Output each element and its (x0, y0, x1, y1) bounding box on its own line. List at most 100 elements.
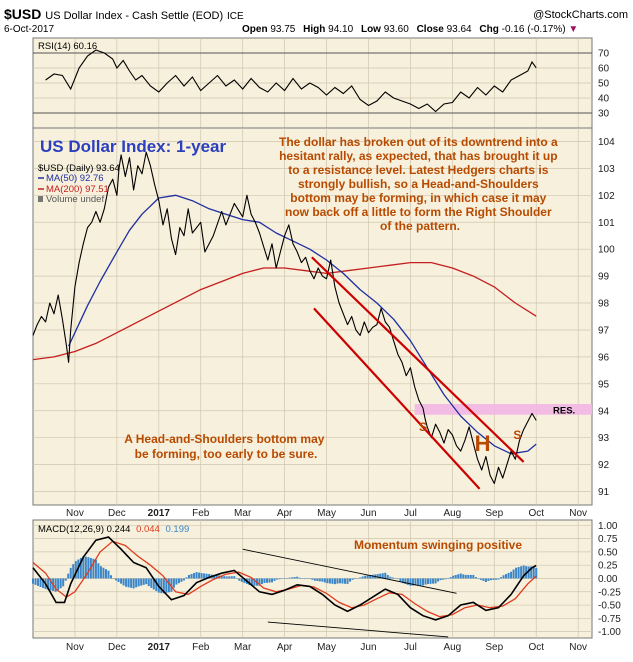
macd-histogram-bar (351, 578, 354, 580)
macd-histogram-bar (452, 575, 455, 579)
macd-histogram-bar (477, 578, 480, 579)
annotation-top: The dollar has broken out of its downtre… (279, 135, 561, 233)
macd-y-tick-label: -0.75 (598, 614, 621, 625)
macd-histogram-bar (152, 578, 155, 590)
macd-histogram-bar (507, 572, 510, 579)
macd-histogram-bar (364, 575, 367, 579)
price-y-tick-label: 97 (598, 325, 610, 336)
macd-histogram-bar (185, 577, 188, 579)
macd-histogram-bar (42, 578, 45, 589)
macd-histogram-bar (411, 578, 414, 586)
macd-histogram-bar (326, 578, 329, 584)
price-x-tick-label: Jul (404, 508, 417, 519)
macd-histogram-bar (182, 578, 185, 581)
macd-histogram-bar (248, 578, 251, 586)
macd-histogram-bar (223, 576, 226, 579)
macd-legend: MACD(12,26,9) 0.244 0.044 0.199 (38, 524, 189, 535)
macd-histogram-bar (62, 578, 65, 587)
macd-histogram-bar (276, 578, 279, 580)
macd-x-ticks: Nov Dec 2017 Feb Mar Apr May Jun Jul Aug Sep Oct Nov (66, 642, 587, 653)
rsi-panel: 30 40 50 60 70 RSI(14) 60.16 (32, 37, 610, 129)
price-gridlines (33, 128, 592, 505)
macd-histogram-bar (175, 578, 178, 585)
macd-histogram-bar (492, 578, 495, 580)
macd-histogram-bar (381, 573, 384, 579)
macd-histogram-bar (74, 561, 77, 579)
macd-histogram-bar (177, 578, 180, 584)
macd-histogram-bar (160, 578, 163, 594)
macd-histogram-bar (165, 578, 168, 593)
macd-histogram-bar (479, 578, 482, 580)
macd-histogram-bar (59, 578, 62, 589)
macd-histogram-bar (281, 578, 284, 579)
macd-histogram-bar (472, 574, 475, 579)
macd-histogram-bar (457, 574, 460, 579)
macd-histogram-bar (437, 578, 440, 582)
macd-histogram-bar (346, 578, 349, 584)
macd-y-tick-label: 0.25 (598, 561, 618, 572)
macd-histogram-bar (396, 578, 399, 579)
price-y-tick-label: 100 (598, 245, 615, 256)
macd-histogram-bar (135, 578, 138, 588)
macd-x-tick-label: Apr (277, 642, 293, 653)
macd-histogram-bar (193, 573, 196, 579)
macd-histogram-bar (467, 574, 470, 579)
macd-histogram-bar (162, 578, 165, 594)
macd-histogram-bar (527, 566, 530, 579)
macd-histogram-bar (190, 574, 193, 579)
macd-histogram-bar (419, 578, 422, 586)
macd-histogram-bar (422, 578, 424, 586)
macd-histogram-bar (442, 578, 445, 580)
price-x-tick-label: Oct (528, 508, 544, 519)
rsi-y-tick-label: 30 (598, 109, 610, 120)
usd-price-line (32, 151, 537, 485)
macd-y-tick-label: 0.50 (598, 547, 618, 558)
macd-histogram-bar (47, 578, 50, 590)
price-x-tick-label: Mar (234, 508, 252, 519)
macd-histogram-bar (205, 573, 208, 579)
macd-y-tick-label: 1.00 (598, 521, 618, 532)
macd-histogram-bar (532, 566, 535, 579)
macd-histogram-bar (102, 567, 105, 579)
macd-histogram-bar (384, 572, 387, 579)
macd-x-tick-label: Nov (569, 642, 587, 653)
rsi-gridlines (33, 38, 592, 128)
watermark: @StockCharts.com (533, 9, 628, 21)
macd-histogram-bar (474, 577, 477, 579)
price-y-tick-label: 98 (598, 299, 610, 310)
macd-histogram-bar (99, 566, 102, 579)
macd-y-ticks: -1.00 -0.75 -0.50 -0.25 0.00 0.25 0.50 0.75 1.00 (598, 521, 621, 638)
macd-histogram-bar (356, 578, 359, 579)
macd-histogram-bar (308, 578, 311, 579)
macd-histogram-bar (359, 577, 362, 579)
macd-histogram-bar (489, 578, 492, 581)
macd-histogram-bar (64, 578, 67, 581)
pattern-label-0: S (419, 420, 427, 434)
macd-histogram-bar (344, 578, 346, 584)
macd-histogram-bar (87, 557, 90, 579)
macd-histogram-bar (522, 565, 525, 579)
macd-trendline-0 (242, 548, 457, 594)
macd-histogram-bar (311, 578, 314, 580)
macd-histogram-bar (313, 578, 316, 581)
macd-histogram-bar (225, 576, 228, 579)
macd-histogram-bar (416, 578, 419, 586)
macd-histogram-bar (155, 578, 158, 592)
chg-down-icon: ▼ (568, 24, 578, 35)
macd-x-tick-label: Feb (192, 642, 210, 653)
macd-histogram-bar (170, 578, 173, 592)
macd-trendline-1 (267, 621, 449, 638)
macd-x-tick-label: Nov (66, 642, 84, 653)
macd-histogram-bar (505, 574, 508, 579)
legend-volume: Volume undef (46, 194, 104, 205)
macd-histogram-bar (338, 578, 341, 584)
macd-histogram-bar (369, 575, 372, 579)
macd-histogram-bar (200, 573, 203, 579)
rsi-y-tick-label: 50 (598, 79, 610, 90)
macd-histogram-bar (487, 578, 490, 581)
macd-histogram-bar (167, 578, 170, 593)
macd-histogram-bar (142, 578, 145, 585)
macd-trendlines (242, 548, 457, 638)
macd-histogram-bar (145, 578, 148, 585)
macd-histogram-bar (484, 578, 487, 583)
